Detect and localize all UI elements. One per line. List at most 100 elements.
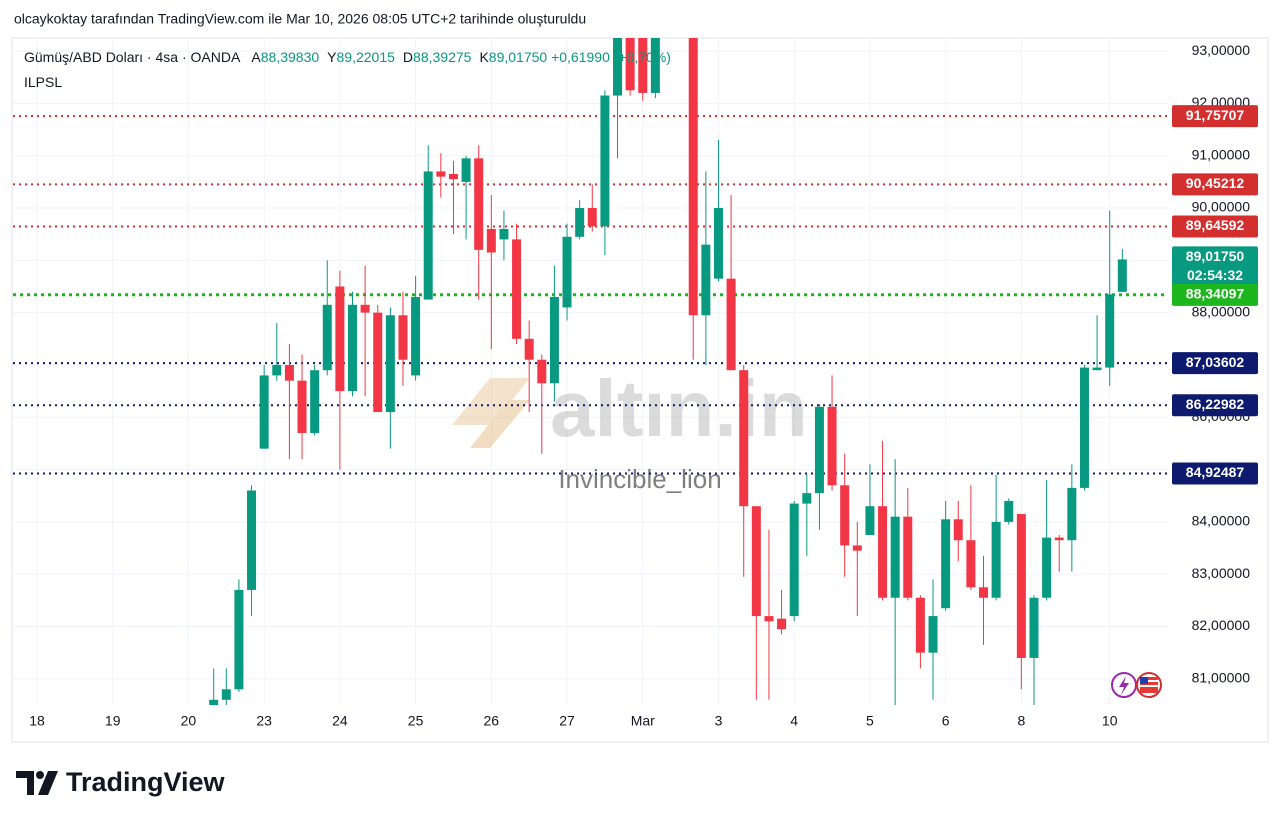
candle-body	[221, 689, 231, 700]
candle-body	[398, 315, 408, 360]
logo-mark	[38, 771, 58, 795]
candle-body	[461, 158, 471, 182]
last-price-label: 89,01750	[1186, 248, 1245, 264]
candle-body	[587, 208, 597, 227]
candle-body	[814, 406, 824, 494]
candle-body	[789, 503, 799, 617]
candle-body	[486, 228, 496, 253]
candle-body	[701, 244, 711, 316]
flag-icon	[1140, 677, 1148, 684]
footer-logo: TradingView	[16, 767, 226, 797]
y-tick-label: 82,00000	[1192, 617, 1251, 633]
candle-body	[613, 38, 623, 96]
candle-body	[549, 296, 559, 384]
level-label: 86,22982	[1186, 396, 1245, 412]
candle-body	[915, 597, 925, 653]
candle-body	[713, 208, 723, 279]
candle-body	[310, 370, 320, 433]
candle-body	[1004, 500, 1014, 522]
candle-body	[1092, 367, 1102, 371]
candle-body	[335, 286, 345, 392]
candle-body	[664, 0, 673, 30]
candle-body	[600, 95, 610, 227]
attribution: olcaykoktay tarafından TradingView.com i…	[14, 11, 586, 27]
candle-body	[524, 338, 534, 360]
y-tick-label: 90,00000	[1192, 199, 1251, 215]
level-label: 89,64592	[1186, 217, 1245, 233]
candle-body	[827, 406, 837, 486]
candle-body	[348, 304, 357, 392]
y-tick-label: 83,00000	[1192, 565, 1251, 581]
countdown-label: 02:54:32	[1187, 267, 1243, 283]
level-label-bg	[1172, 462, 1258, 485]
candle-body	[474, 158, 484, 250]
x-tick-label: 23	[256, 713, 272, 729]
y-tick-label: 84,00000	[1192, 513, 1251, 529]
x-tick-label: 5	[866, 713, 874, 729]
legend-key: A	[251, 49, 261, 65]
candle-body	[966, 540, 976, 588]
level-label: 91,75707	[1186, 107, 1245, 123]
watermark-logo	[470, 400, 530, 448]
candle-body	[928, 616, 938, 653]
candle-body	[941, 519, 951, 609]
candle-body	[272, 364, 282, 376]
candle-body	[840, 485, 850, 546]
candle-body	[322, 304, 332, 371]
candle-body	[234, 589, 244, 690]
legend-value: 89,01750	[488, 49, 548, 65]
level-label: 88,34097	[1186, 286, 1245, 302]
x-tick-label: 10	[1102, 713, 1118, 729]
flag-icon	[1140, 680, 1158, 682]
candle-body	[865, 506, 875, 535]
candle-body	[209, 699, 219, 705]
candle-body	[625, 38, 635, 91]
levels	[13, 115, 1168, 475]
candle-body	[638, 38, 648, 93]
symbol: Gümüş/ABD Doları · 4sa · OANDA	[24, 49, 240, 65]
candle-body	[385, 315, 395, 413]
x-tick-label: 19	[105, 713, 121, 729]
candle-body	[751, 506, 761, 617]
candle-body	[1067, 487, 1077, 541]
x-tick-label: Mar	[631, 713, 655, 729]
legend-key: Y	[327, 49, 337, 65]
y-tick-label: 93,00000	[1192, 42, 1251, 58]
level-label: 87,03602	[1186, 354, 1245, 370]
candle-body	[739, 370, 749, 507]
candle-body	[297, 380, 307, 433]
candle-body	[1016, 514, 1026, 658]
indicator: ILPSL	[24, 74, 63, 90]
legend-key: K	[479, 49, 489, 65]
watermark-brand: altın.in	[550, 364, 808, 453]
candle-body	[575, 208, 585, 237]
candle-body	[284, 364, 294, 381]
candle-body	[953, 519, 963, 541]
grid	[13, 38, 1168, 705]
candle-body	[991, 521, 1001, 598]
level-label-bg	[1172, 352, 1258, 375]
axes: 81,0000082,0000083,0000084,0000085,00000…	[29, 42, 1258, 729]
x-tick-label: 6	[942, 713, 950, 729]
candle-body	[777, 618, 787, 630]
candle-body	[448, 174, 458, 180]
candle-body	[726, 278, 736, 371]
last-price-bg	[1172, 246, 1258, 287]
candle-body	[259, 375, 269, 449]
candle-body	[436, 171, 446, 177]
candle-body	[499, 228, 509, 240]
y-tick-label: 81,00000	[1192, 670, 1251, 686]
watermark: altın.in	[452, 364, 808, 453]
level-label-bg	[1172, 105, 1258, 128]
x-tick-label: 24	[332, 713, 348, 729]
y-tick-label: 88,00000	[1192, 303, 1251, 319]
x-tick-label: 4	[790, 713, 798, 729]
x-tick-label: 26	[484, 713, 500, 729]
watermark-author: Invincible_lion	[558, 464, 721, 494]
level-label-bg	[1172, 394, 1258, 417]
level-label-bg	[1172, 283, 1258, 306]
candle-body	[423, 171, 433, 300]
legend-key: D	[402, 49, 414, 65]
